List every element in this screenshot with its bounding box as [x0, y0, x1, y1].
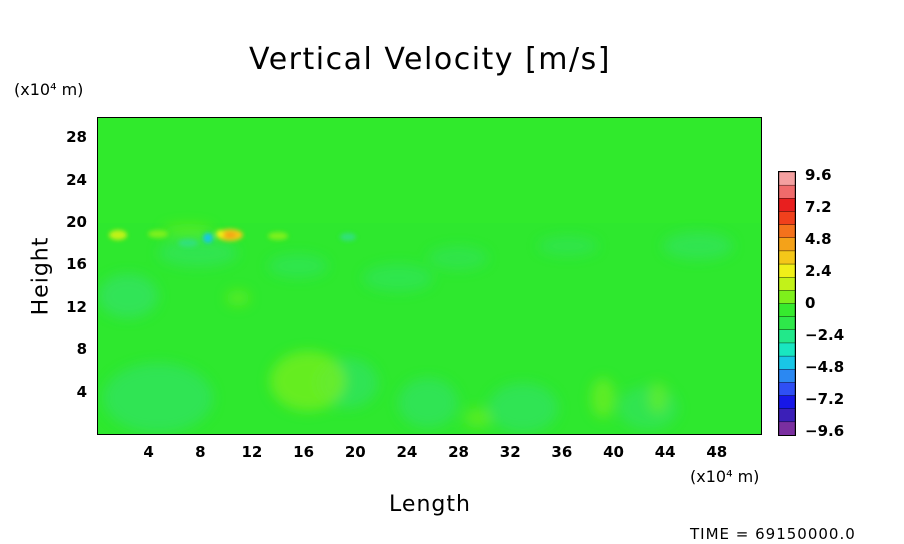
colorbar-swatch — [779, 172, 795, 186]
y-tick-label: 20 — [66, 213, 87, 231]
x-tick-label: 36 — [551, 443, 573, 461]
colorbar-swatch — [779, 250, 795, 265]
upper-layer — [98, 118, 761, 223]
colorbar-swatch — [779, 421, 795, 435]
colorbar-tick-label: −2.4 — [805, 326, 845, 344]
colorbar-swatch — [779, 184, 795, 199]
colorbar-tick-label: −7.2 — [805, 390, 845, 408]
colorbar-swatch — [779, 276, 795, 292]
colorbar-swatch — [779, 369, 795, 384]
x-tick-label: 48 — [706, 443, 728, 461]
colorbar-swatch — [779, 395, 795, 410]
colorbar-swatch — [779, 263, 795, 278]
colorbar-tick-label: −9.6 — [805, 422, 845, 440]
x-tick-label: 24 — [396, 443, 418, 461]
x-tick-label: 20 — [344, 443, 366, 461]
colorbar — [778, 171, 796, 436]
x-tick-label: 44 — [654, 443, 676, 461]
colorbar-swatch — [779, 382, 795, 397]
colorbar-swatch — [779, 224, 795, 239]
colorbar-tick-label: 4.8 — [805, 230, 832, 248]
x-tick-label: 8 — [195, 443, 206, 461]
x-tick-label: 28 — [448, 443, 469, 461]
y-tick-label: 12 — [66, 297, 87, 316]
heatmap-field — [98, 118, 761, 434]
x-tick-label: 16 — [293, 443, 315, 461]
time-readout: TIME = 69150000.0 — [690, 525, 856, 543]
colorbar-tick-label: −4.8 — [805, 358, 845, 376]
y-tick-label: 16 — [66, 255, 87, 274]
x-tick-label: 32 — [499, 443, 521, 461]
colorbar-swatch — [779, 316, 795, 331]
colorbar-swatch — [779, 329, 795, 344]
y-tick-label: 8 — [76, 340, 87, 359]
turbulent-band — [109, 229, 356, 247]
colorbar-swatch — [779, 211, 795, 226]
colorbar-swatch — [779, 303, 795, 318]
y-tick-label: 24 — [66, 170, 87, 189]
colorbar-tick-label: 2.4 — [805, 262, 832, 280]
colorbar-swatch — [779, 290, 795, 305]
y-tick-label: 28 — [66, 128, 87, 147]
colorbar-tick-label: 9.6 — [805, 166, 832, 184]
colorbar-swatch — [779, 355, 795, 370]
colorbar-swatch — [779, 342, 795, 357]
colorbar-swatch — [779, 237, 795, 252]
y-tick-label: 4 — [76, 382, 87, 401]
x-tick-label: 40 — [603, 443, 624, 461]
x-tick-label: 4 — [143, 443, 154, 461]
colorbar-swatches — [779, 172, 795, 435]
x-axis-label: Length — [389, 492, 471, 517]
y-axis-unit: (x10⁴ m) — [14, 80, 84, 99]
colorbar-swatch — [779, 408, 795, 423]
colorbar-swatch — [779, 198, 795, 213]
x-axis-unit: (x10⁴ m) — [690, 467, 760, 486]
x-tick-label: 12 — [241, 443, 263, 461]
field-texture — [98, 224, 733, 433]
colorbar-tick-label: 7.2 — [805, 198, 832, 216]
colorbar-tick-label: 0 — [805, 294, 816, 312]
plot-area — [97, 117, 762, 435]
chart-title: Vertical Velocity [m/s] — [249, 42, 611, 77]
